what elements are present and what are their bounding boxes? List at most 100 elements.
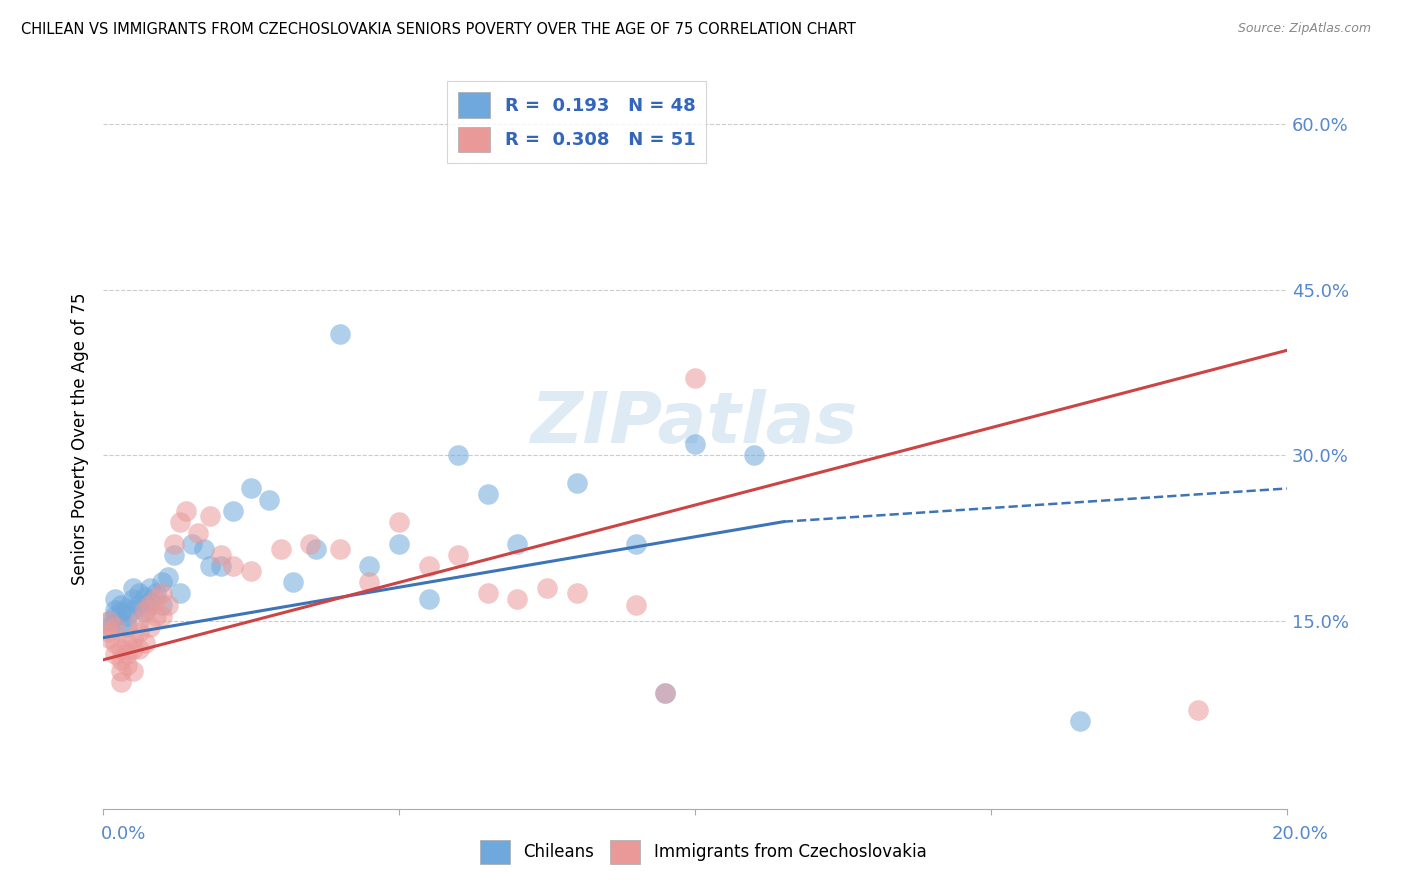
Point — [104, 647, 127, 661]
Point — [240, 482, 263, 496]
Point — [198, 509, 221, 524]
Point — [139, 620, 162, 634]
Point — [139, 594, 162, 608]
Point — [1187, 702, 1209, 716]
Point — [128, 598, 150, 612]
Point — [477, 487, 499, 501]
Point — [128, 614, 150, 628]
Point — [98, 631, 121, 645]
Point — [110, 598, 132, 612]
Point — [388, 515, 411, 529]
Point — [359, 575, 381, 590]
Point — [193, 542, 215, 557]
Point — [98, 614, 121, 628]
Point — [163, 548, 186, 562]
Point — [565, 586, 588, 600]
Point — [211, 548, 233, 562]
Point — [506, 537, 529, 551]
Point — [359, 558, 381, 573]
Point — [536, 581, 558, 595]
Point — [198, 558, 221, 573]
Point — [150, 598, 173, 612]
Point — [104, 592, 127, 607]
Point — [174, 503, 197, 517]
Point — [121, 603, 143, 617]
Point — [121, 641, 143, 656]
Point — [121, 664, 143, 678]
Point — [134, 603, 156, 617]
Point — [110, 605, 132, 619]
Point — [565, 475, 588, 490]
Point — [98, 620, 121, 634]
Point — [305, 542, 328, 557]
Text: CHILEAN VS IMMIGRANTS FROM CZECHOSLOVAKIA SENIORS POVERTY OVER THE AGE OF 75 COR: CHILEAN VS IMMIGRANTS FROM CZECHOSLOVAKI… — [21, 22, 856, 37]
Point — [104, 636, 127, 650]
Point — [329, 542, 352, 557]
Point — [115, 658, 138, 673]
Point — [150, 575, 173, 590]
Point — [624, 598, 647, 612]
Point — [115, 620, 138, 634]
Point — [128, 641, 150, 656]
Legend: R =  0.193   N = 48, R =  0.308   N = 51: R = 0.193 N = 48, R = 0.308 N = 51 — [447, 81, 706, 163]
Point — [211, 558, 233, 573]
Point — [187, 525, 209, 540]
Point — [157, 570, 180, 584]
Point — [110, 641, 132, 656]
Point — [654, 686, 676, 700]
Point — [477, 586, 499, 600]
Point — [388, 537, 411, 551]
Point — [180, 537, 202, 551]
Point — [115, 647, 138, 661]
Point — [134, 636, 156, 650]
Point — [98, 614, 121, 628]
Point — [222, 503, 245, 517]
Point — [110, 664, 132, 678]
Text: 0.0%: 0.0% — [101, 825, 146, 843]
Point — [157, 598, 180, 612]
Point — [128, 625, 150, 640]
Point — [169, 515, 191, 529]
Point — [329, 326, 352, 341]
Point — [222, 558, 245, 573]
Point — [104, 620, 127, 634]
Point — [150, 608, 173, 623]
Point — [742, 448, 765, 462]
Point — [121, 631, 143, 645]
Point — [145, 592, 167, 607]
Point — [121, 581, 143, 595]
Point — [163, 537, 186, 551]
Point — [447, 448, 470, 462]
Point — [104, 608, 127, 623]
Point — [624, 537, 647, 551]
Point — [169, 586, 191, 600]
Legend: Chileans, Immigrants from Czechoslovakia: Chileans, Immigrants from Czechoslovakia — [472, 833, 934, 871]
Point — [139, 581, 162, 595]
Point — [145, 586, 167, 600]
Point — [115, 636, 138, 650]
Point — [683, 437, 706, 451]
Point — [134, 590, 156, 604]
Point — [145, 608, 167, 623]
Point — [240, 565, 263, 579]
Point — [683, 371, 706, 385]
Point — [418, 592, 440, 607]
Point — [98, 625, 121, 640]
Point — [418, 558, 440, 573]
Point — [299, 537, 322, 551]
Y-axis label: Seniors Poverty Over the Age of 75: Seniors Poverty Over the Age of 75 — [72, 293, 89, 585]
Point — [134, 605, 156, 619]
Point — [110, 674, 132, 689]
Point — [281, 575, 304, 590]
Point — [270, 542, 292, 557]
Point — [150, 586, 173, 600]
Text: ZIPatlas: ZIPatlas — [531, 390, 859, 458]
Point — [654, 686, 676, 700]
Point — [1069, 714, 1091, 728]
Point — [110, 616, 132, 631]
Text: 20.0%: 20.0% — [1272, 825, 1329, 843]
Point — [104, 603, 127, 617]
Point — [115, 608, 138, 623]
Point — [506, 592, 529, 607]
Point — [110, 653, 132, 667]
